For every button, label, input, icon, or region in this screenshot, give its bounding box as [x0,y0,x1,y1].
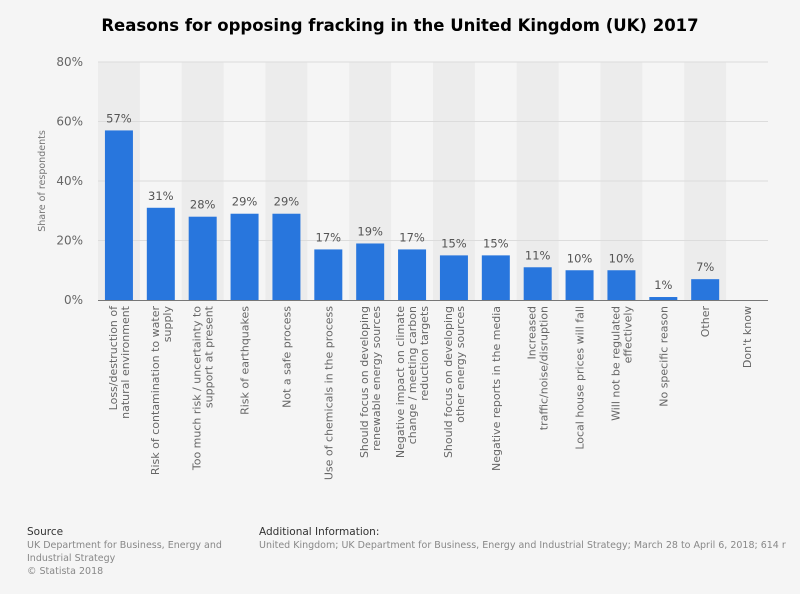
data-label: 17% [399,230,425,244]
x-tick-label: Loss/destruction ofnatural environment [107,305,132,419]
x-tick-label: Negative reports in the media [490,306,503,471]
bar [439,255,468,300]
bar [188,216,217,300]
x-tick-label: Negative impact on climatechange / meeti… [394,306,431,458]
y-tick-label: 60% [56,115,83,129]
bar [481,255,510,300]
x-tick-label: No specific reason [657,306,670,407]
y-tick-label: 20% [56,234,83,248]
bar [356,243,385,300]
source-text: UK Department for Business, Energy and I… [27,540,222,564]
data-label: 29% [232,195,258,209]
data-label: 15% [441,236,467,250]
x-tick-label: Too much risk / uncertainty tosupport at… [191,305,216,471]
data-label: 10% [609,251,635,265]
x-tick-label: Risk of earthquakes [239,306,252,415]
bar [607,270,636,300]
info-block: Additional Information: United Kingdom; … [259,526,800,552]
data-label: 10% [567,251,593,265]
data-label: 11% [525,248,551,262]
copyright: © Statista 2018 [27,566,104,577]
x-tick-label: Should focus on developingrenewable ener… [358,306,383,458]
x-tick-label: Will not be regulatedeffectively [609,306,634,421]
x-tick-label: Increasedtraffic/noise/disruption [526,306,551,430]
bar [565,270,594,300]
bar [691,279,720,300]
y-axis-label: Share of respondents [37,130,48,232]
info-heading: Additional Information: [259,526,380,538]
bar [649,297,678,300]
bar [104,130,133,300]
data-label: 29% [274,195,300,209]
x-tick-label: Should focus on developingother energy s… [442,306,467,458]
bar-chart: 0% 20% 40% 60% 80% Share of respondents 57% Los… [37,55,768,480]
data-label: 57% [106,111,132,125]
data-label: 1% [654,278,672,292]
info-text: United Kingdom; UK Department for Busine… [259,540,786,551]
data-label: 28% [190,198,216,212]
chart-title: Reasons for opposing fracking in the Uni… [101,16,699,35]
x-tick-label: Risk of contamination to watersupply [149,306,174,476]
source-heading: Source [27,526,64,538]
x-tick-label: Local house prices will fall [574,306,587,450]
data-label: 7% [696,260,714,274]
x-tick-label: Not a safe process [280,306,293,408]
y-tick-label: 40% [56,174,83,188]
data-label: 15% [483,236,509,250]
bar [230,213,259,300]
bar [146,207,175,300]
y-tick-label: 80% [56,55,83,69]
x-tick-label: Don't know [741,306,754,368]
y-tick-label: 0% [64,293,83,307]
bar [272,213,301,300]
bar [398,249,427,300]
data-label: 19% [357,224,383,238]
x-tick-label: Use of chemicals in the process [322,306,335,480]
x-tick-label: Other [699,306,712,338]
source-block: Source UK Department for Business, Energ… [27,526,242,578]
bar [314,249,343,300]
data-label: 31% [148,189,174,203]
data-label: 17% [316,230,342,244]
bar [523,267,552,300]
